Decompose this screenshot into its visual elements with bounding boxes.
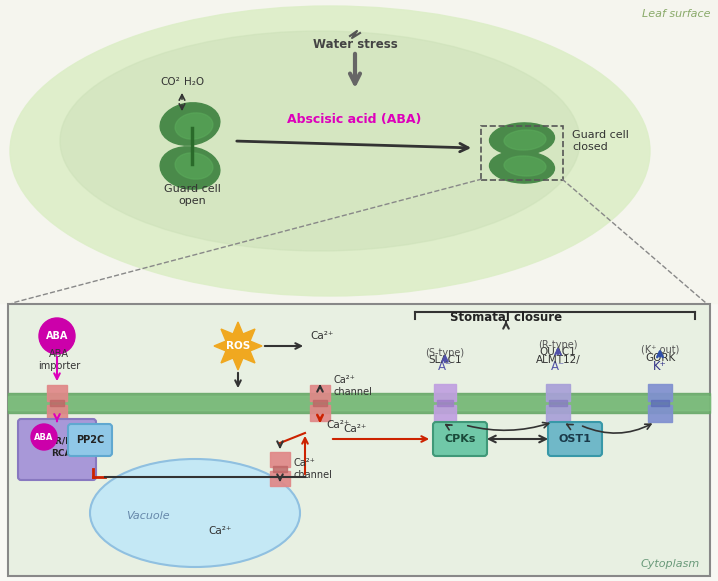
Bar — [8, 393, 710, 413]
FancyBboxPatch shape — [18, 419, 96, 480]
Bar — [648, 405, 672, 422]
Bar — [50, 400, 64, 406]
Bar — [437, 400, 453, 406]
Text: H₂O: H₂O — [184, 77, 204, 87]
Circle shape — [31, 424, 57, 450]
Text: (R-type): (R-type) — [538, 340, 578, 350]
Ellipse shape — [60, 31, 580, 251]
Ellipse shape — [160, 103, 220, 145]
Text: Water stress: Water stress — [312, 38, 397, 51]
Bar — [313, 400, 327, 406]
Bar — [434, 384, 456, 401]
Text: Ca²⁺: Ca²⁺ — [343, 424, 367, 434]
Text: RCAR: RCAR — [51, 450, 79, 458]
Ellipse shape — [490, 151, 554, 183]
Text: A⁻: A⁻ — [438, 360, 452, 373]
Ellipse shape — [90, 459, 300, 567]
Text: CO²: CO² — [160, 77, 180, 87]
Text: ALMT12/: ALMT12/ — [536, 355, 580, 365]
FancyBboxPatch shape — [68, 424, 112, 456]
Bar — [310, 405, 330, 421]
Bar — [648, 384, 672, 401]
Bar — [310, 385, 330, 401]
Text: Ca²⁺
channel: Ca²⁺ channel — [333, 375, 372, 397]
Ellipse shape — [160, 147, 220, 189]
Ellipse shape — [10, 6, 650, 296]
Text: Ca²⁺: Ca²⁺ — [310, 331, 333, 341]
Text: Abscisic acid (ABA): Abscisic acid (ABA) — [286, 113, 421, 126]
Text: ABA: ABA — [34, 432, 54, 442]
Text: ROS: ROS — [226, 341, 250, 351]
Text: (K⁺ out): (K⁺ out) — [640, 345, 679, 355]
Text: PYR/PUL/: PYR/PUL/ — [42, 436, 88, 446]
Text: PP2C: PP2C — [76, 435, 104, 445]
Ellipse shape — [175, 113, 213, 139]
Bar — [270, 452, 290, 467]
Text: CPKs: CPKs — [444, 434, 476, 444]
Bar — [270, 471, 290, 486]
Text: Vacuole: Vacuole — [126, 511, 170, 521]
Ellipse shape — [504, 156, 546, 176]
Bar — [8, 396, 710, 410]
Text: SLAC1: SLAC1 — [428, 355, 462, 365]
Text: K⁺: K⁺ — [653, 360, 667, 373]
Ellipse shape — [490, 123, 554, 155]
Bar — [434, 405, 456, 422]
Bar — [546, 384, 570, 401]
Text: Guard cell
open: Guard cell open — [164, 184, 220, 206]
Text: (S-type): (S-type) — [426, 348, 465, 358]
Bar — [0, 0, 718, 303]
Text: GORK: GORK — [645, 353, 675, 363]
Text: QUAC1: QUAC1 — [540, 347, 577, 357]
Bar — [549, 400, 567, 406]
Bar — [47, 385, 67, 401]
Text: Cytoplasm: Cytoplasm — [640, 559, 700, 569]
Bar — [546, 405, 570, 422]
Ellipse shape — [175, 153, 213, 179]
Text: Leaf surface: Leaf surface — [641, 9, 710, 19]
FancyBboxPatch shape — [548, 422, 602, 456]
Polygon shape — [214, 322, 262, 370]
Circle shape — [39, 318, 75, 354]
FancyBboxPatch shape — [8, 304, 710, 576]
Bar — [651, 400, 669, 406]
Text: ABA: ABA — [46, 331, 68, 341]
Text: Ca²⁺
channel: Ca²⁺ channel — [293, 458, 332, 480]
Bar — [47, 405, 67, 421]
Ellipse shape — [504, 130, 546, 150]
Text: Ca²⁺: Ca²⁺ — [326, 420, 350, 430]
Text: A⁻: A⁻ — [551, 360, 565, 373]
Text: ABA
importer: ABA importer — [38, 349, 80, 371]
Text: OST1: OST1 — [559, 434, 592, 444]
Text: Ca²⁺: Ca²⁺ — [208, 526, 232, 536]
Bar — [273, 466, 287, 472]
Text: Guard cell
closed: Guard cell closed — [572, 130, 629, 152]
FancyBboxPatch shape — [433, 422, 487, 456]
Text: Stomatal closure: Stomatal closure — [450, 311, 562, 324]
